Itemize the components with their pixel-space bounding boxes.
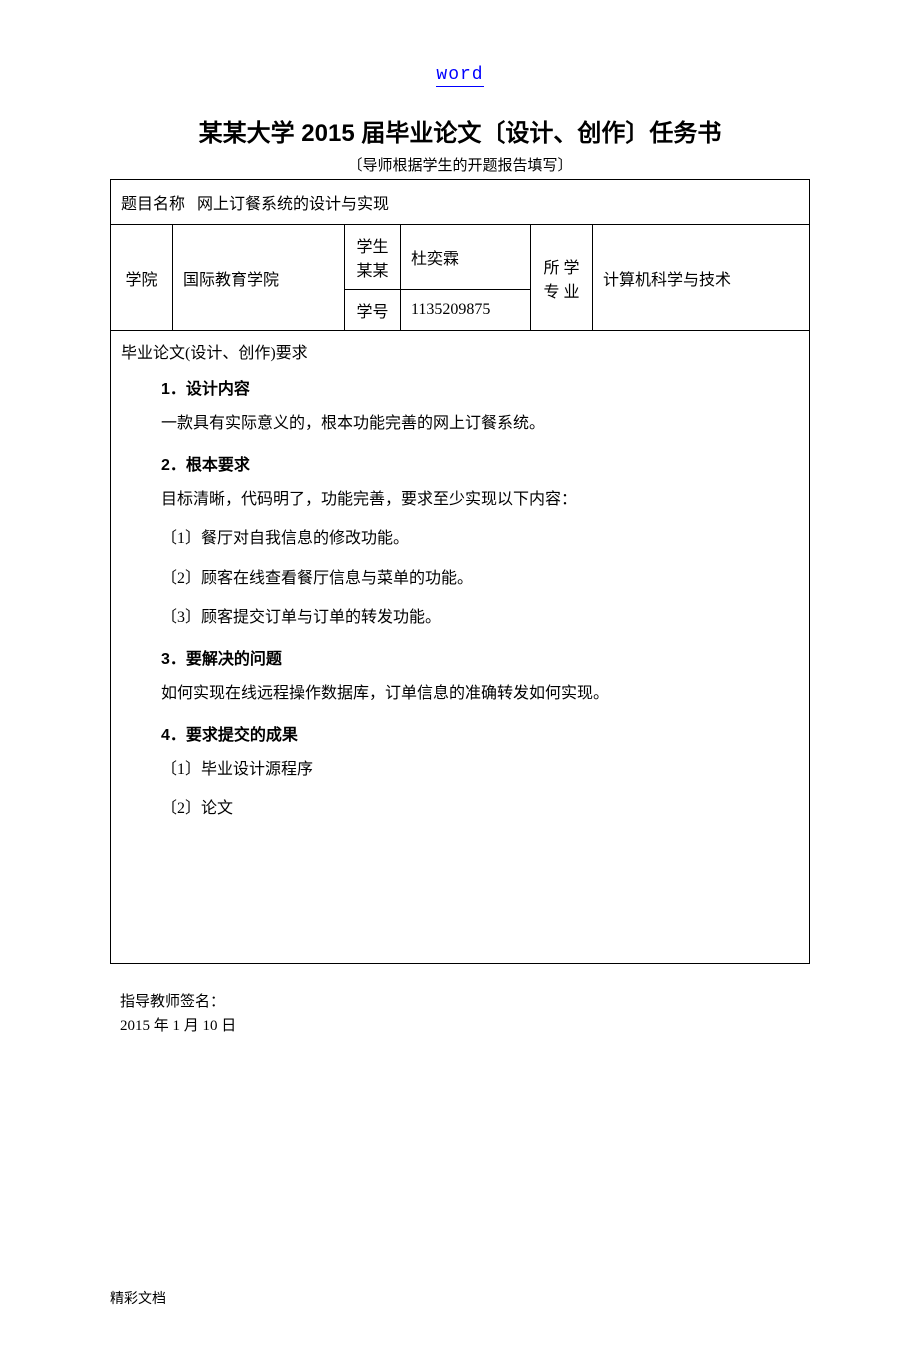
page-subtitle: 〔导师根据学生的开题报告填写〕 — [110, 154, 810, 175]
task-table: 题目名称 网上订餐系统的设计与实现 学院 国际教育学院 学生某某 杜奕霖 所 学… — [110, 179, 810, 964]
section-4-line-1: 〔1〕毕业设计源程序 — [161, 757, 785, 783]
section-2-line-2: 〔1〕餐厅对自我信息的修改功能。 — [161, 526, 785, 552]
college-label: 学院 — [111, 225, 173, 331]
blank-line-3 — [161, 915, 785, 941]
section-2-line-4: 〔3〕顾客提交订单与订单的转发功能。 — [161, 605, 785, 631]
major-label: 所 学专 业 — [531, 225, 593, 331]
header-link: word — [110, 65, 810, 85]
signature-block: 指导教师签名： 2015 年 1 月 10 日 — [110, 990, 810, 1038]
topic-label: 题目名称 — [121, 196, 185, 213]
requirements-cell: 毕业论文(设计、创作)要求 1．设计内容 一款具有实际意义的，根本功能完善的网上… — [111, 331, 810, 964]
section-2-heading: 2．根本要求 — [161, 451, 785, 475]
page-title: 某某大学 2015 届毕业论文〔设计、创作〕任务书 — [110, 113, 810, 148]
topic-value: 网上订餐系统的设计与实现 — [197, 196, 389, 213]
topic-row: 题目名称 网上订餐系统的设计与实现 — [111, 180, 810, 225]
student-name-label: 学生某某 — [345, 225, 401, 290]
section-4-line-2: 〔2〕论文 — [161, 796, 785, 822]
section-3-line-1: 如何实现在线远程操作数据库，订单信息的准确转发如何实现。 — [161, 681, 785, 707]
section-1-heading: 1．设计内容 — [161, 375, 785, 399]
signature-date-line: 2015 年 1 月 10 日 — [120, 1014, 810, 1038]
student-id-value: 1135209875 — [401, 290, 531, 331]
blank-line-1 — [161, 836, 785, 862]
blank-line-2 — [161, 875, 785, 901]
major-value: 计算机科学与技术 — [593, 225, 810, 331]
student-id-label: 学号 — [345, 290, 401, 331]
signature-name-line: 指导教师签名： — [120, 990, 810, 1014]
requirements-header: 毕业论文(设计、创作)要求 — [121, 339, 799, 363]
footer-text: 精彩文档 — [110, 1288, 810, 1308]
section-2-line-1: 目标清晰，代码明了，功能完善，要求至少实现以下内容： — [161, 487, 785, 513]
topic-cell: 题目名称 网上订餐系统的设计与实现 — [111, 180, 810, 225]
section-2-line-3: 〔2〕顾客在线查看餐厅信息与菜单的功能。 — [161, 566, 785, 592]
info-row-1: 学院 国际教育学院 学生某某 杜奕霖 所 学专 业 计算机科学与技术 — [111, 225, 810, 290]
requirements-row: 毕业论文(设计、创作)要求 1．设计内容 一款具有实际意义的，根本功能完善的网上… — [111, 331, 810, 964]
section-4-heading: 4．要求提交的成果 — [161, 721, 785, 745]
header-link-text: word — [436, 65, 483, 87]
student-name-value: 杜奕霖 — [401, 225, 531, 290]
college-value: 国际教育学院 — [173, 225, 345, 331]
section-1-line-1: 一款具有实际意义的，根本功能完善的网上订餐系统。 — [161, 411, 785, 437]
section-3-heading: 3．要解决的问题 — [161, 645, 785, 669]
requirements-body: 1．设计内容 一款具有实际意义的，根本功能完善的网上订餐系统。 2．根本要求 目… — [121, 363, 799, 941]
